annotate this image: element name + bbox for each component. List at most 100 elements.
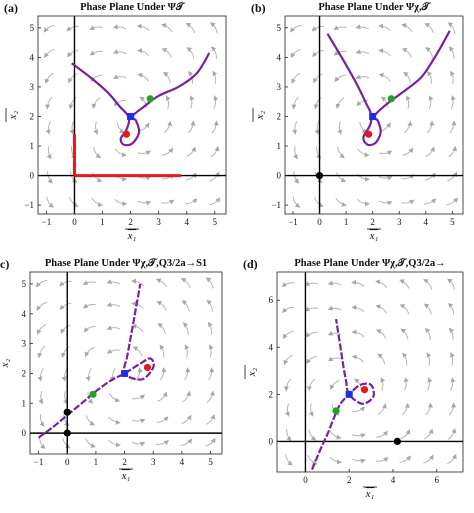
y-tick-label: 2 — [22, 368, 27, 378]
streamline-arrow — [290, 72, 301, 85]
streamline-arrow — [36, 301, 47, 312]
streamline-arrow — [112, 74, 127, 79]
streamline-arrow — [209, 171, 220, 182]
panel-letter: (a) — [4, 1, 18, 15]
streamline-arrow — [352, 406, 366, 413]
streamline-arrow — [446, 453, 457, 465]
panel-a: −1 0 1 2 3 4 5 −1 0 1 2 3 4 5 x₁ x₂ Phase Plane Under Ψ𝒯… — [4, 0, 227, 242]
x-tick-label: 0 — [72, 217, 77, 227]
y-tick-label: 4 — [277, 52, 282, 62]
equilibrium-point — [315, 171, 324, 180]
streamline-arrow — [424, 198, 437, 205]
streamline-arrow — [159, 344, 165, 358]
streamline-arrow — [327, 330, 342, 336]
streamline-arrow — [449, 327, 454, 341]
streamline-arrow — [401, 47, 413, 58]
streamline-arrow — [209, 197, 221, 206]
streamline-arrow — [292, 121, 298, 135]
streamline-arrow — [448, 402, 457, 416]
streamline-arrow — [327, 305, 342, 311]
streamline-arrow — [156, 416, 169, 423]
streamline-arrow — [85, 368, 92, 382]
separatrix-curve — [326, 30, 451, 147]
streamline-arrow — [423, 279, 433, 290]
streamline-arrow — [313, 73, 323, 84]
streamline-arrow — [378, 23, 391, 32]
streamline-arrow — [187, 120, 196, 134]
streamline-arrow — [402, 352, 408, 366]
streamline-arrow — [447, 428, 457, 440]
streamline-arrow — [44, 96, 53, 110]
streamline-arrow — [333, 50, 347, 56]
streamline-arrow — [313, 96, 322, 110]
streamline-arrow — [448, 46, 455, 59]
streamline-arrow — [139, 96, 148, 108]
streamline-arrow — [209, 344, 214, 358]
streamline-arrow — [68, 196, 79, 207]
streamline-arrow — [355, 24, 370, 30]
panel-letter: (b) — [251, 1, 266, 15]
streamline-arrow — [286, 428, 292, 442]
streamline-arrow — [68, 73, 78, 84]
streamline-arrow — [113, 99, 126, 107]
y-tick-label: 4 — [269, 342, 274, 352]
plot-frame — [276, 271, 464, 473]
streamline-arrow — [213, 95, 219, 109]
streamline-arrow — [185, 198, 198, 205]
streamline-arrow — [47, 171, 53, 184]
streamline-arrow — [337, 121, 342, 135]
x-axis-label: x₁ — [369, 230, 379, 242]
streamline-arrow — [189, 95, 195, 109]
streamline-arrow — [306, 378, 316, 392]
streamline-arrow — [83, 325, 96, 333]
streamline-arrow — [89, 50, 103, 56]
x-tick-label: 1 — [94, 457, 99, 467]
streamline-arrow — [106, 279, 121, 285]
streamline-arrow — [447, 302, 455, 316]
streamline-arrow — [108, 416, 121, 425]
x-tick-label: 3 — [397, 217, 402, 227]
equilibrium-point — [121, 369, 129, 377]
x-tick-label: 2 — [122, 457, 127, 467]
streamline-arrow — [91, 197, 104, 207]
streamline-arrow — [283, 378, 292, 392]
streamlines — [281, 278, 457, 466]
streamline-arrow — [207, 321, 213, 335]
streamline-arrow — [185, 172, 197, 181]
streamline-arrow — [399, 279, 410, 289]
streamline-arrow — [137, 175, 152, 181]
streamline-arrow — [39, 414, 45, 427]
streamline-arrow — [375, 304, 387, 314]
streamline-arrow — [281, 282, 295, 288]
streamline-arrow — [284, 403, 290, 417]
y-tick-label: 4 — [30, 52, 35, 62]
streamline-arrow — [293, 146, 298, 160]
y-tick-label: 2 — [30, 111, 35, 121]
y-tick-label: 1 — [277, 141, 282, 151]
streamline-arrow — [89, 25, 103, 30]
y-tick-label: 0 — [22, 428, 27, 438]
x-tick-label: 4 — [391, 475, 396, 485]
streamline-arrow — [186, 146, 196, 157]
streamline-arrow — [448, 145, 458, 158]
streamline-arrow — [93, 121, 98, 135]
panel-title: Phase Plane Under Ψχ,𝒯 — [318, 0, 431, 13]
streamline-arrow — [423, 303, 432, 315]
streamline-arrow — [157, 323, 166, 334]
streamline-arrow — [131, 278, 144, 287]
streamline-arrow — [356, 99, 369, 107]
panel-d: 0 2 4 6 0 2 4 6 x₁ x₂ Phase Plane Under Ψχ,𝒯,Q3/2a… — [243, 256, 464, 500]
streamline-arrow — [85, 438, 96, 448]
streamline-arrow — [212, 70, 218, 84]
streamline-arrow — [308, 429, 317, 441]
panel-b: −1 0 1 2 3 4 5 −1 0 1 2 3 4 5 x₁ x₂ Phase Plane Under Ψχ… — [251, 0, 464, 242]
streamline-arrow — [106, 302, 121, 308]
streamline-arrow — [447, 278, 455, 290]
x-tick-label: 5 — [208, 457, 213, 467]
streamline-arrow — [401, 199, 415, 205]
panel-title: Phase Plane Under Ψχ,𝒯,Q3/2a→S1 — [45, 256, 207, 269]
streamline-arrow — [206, 390, 216, 403]
streamlines — [43, 22, 221, 208]
streamline-arrow — [424, 23, 434, 34]
